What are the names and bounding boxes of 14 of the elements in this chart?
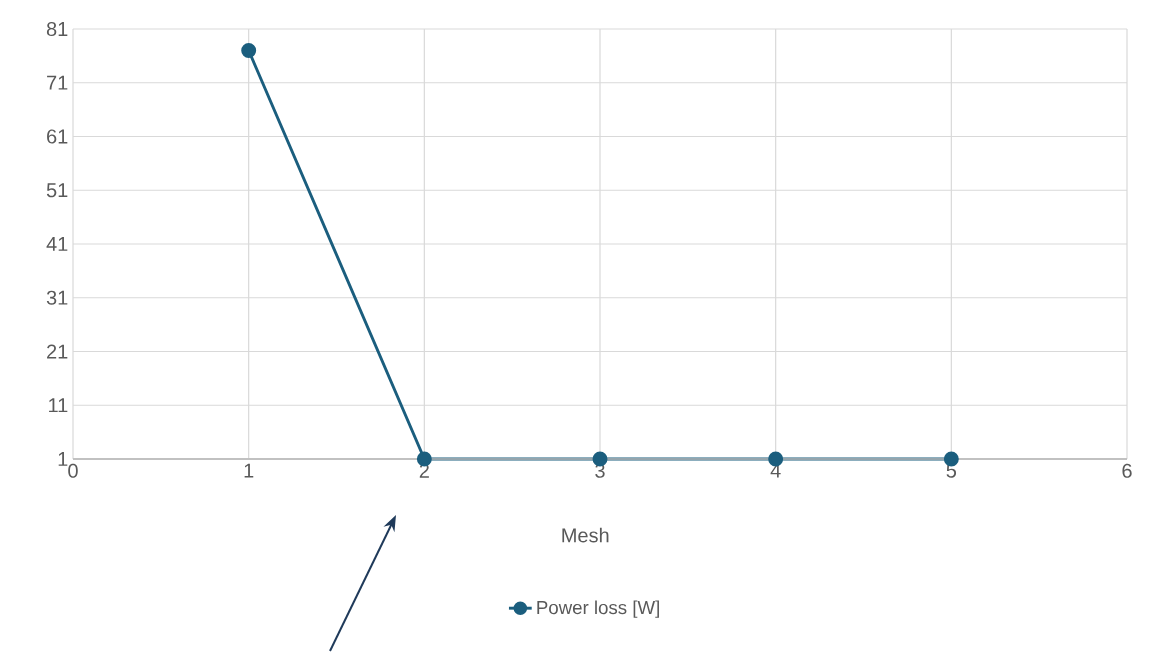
y-tick-label: 61: [47, 129, 68, 144]
y-tick-label: 51: [46, 183, 68, 198]
y-tick-label: 31: [46, 290, 68, 305]
y-tick-label: 41: [46, 237, 68, 251]
y-tick-label: 71: [47, 75, 68, 90]
legend-label: Power loss [W]: [537, 600, 659, 618]
y-tick-label: 1: [58, 452, 68, 466]
x-axis-title: Mesh: [562, 527, 609, 543]
x-tick-label: 0: [68, 463, 78, 478]
y-tick-label: 81: [46, 21, 68, 37]
y-tick-label: 21: [47, 344, 68, 359]
y-tick-label: 11: [49, 398, 68, 413]
x-tick-label: 6: [1122, 463, 1132, 478]
x-tick-label: 1: [244, 463, 254, 478]
